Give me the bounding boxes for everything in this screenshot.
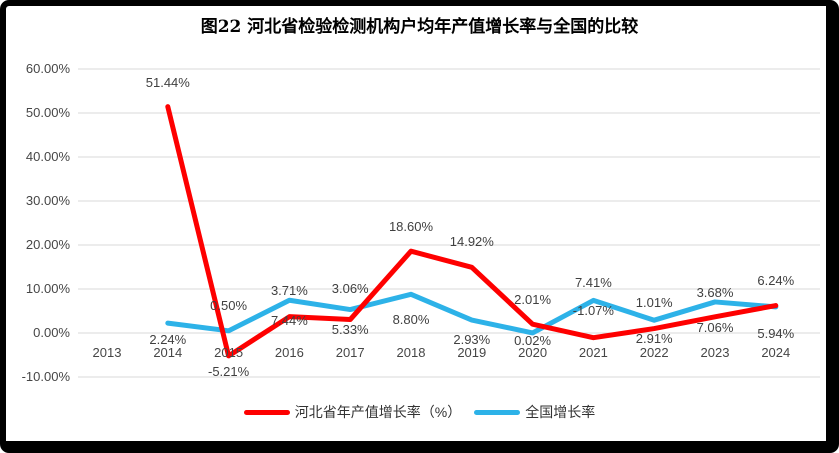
data-label-national: 7.44% (270, 313, 308, 329)
data-label-national: 5.33% (331, 321, 369, 337)
data-label-national: 7.06% (696, 319, 734, 335)
data-label-hebei: 18.60% (388, 219, 434, 235)
series-line-hebei (165, 104, 779, 359)
data-label-national: 7.41% (574, 275, 612, 291)
data-label-hebei: 2.01% (514, 292, 552, 308)
legend-label-national: 全国增长率 (525, 404, 596, 420)
x-axis-tick-label: 2013 (92, 345, 122, 360)
x-axis-tick-label: 2020 (518, 345, 548, 360)
y-axis-tick-label: 50.00% (25, 105, 70, 120)
data-label-national: 0.02% (514, 332, 552, 348)
x-axis-tick-label: 2024 (761, 345, 791, 360)
x-axis-tick-label: 2019 (457, 345, 487, 360)
y-axis-tick-label: 10.00% (25, 281, 70, 296)
x-axis-tick-label: 2015 (214, 345, 244, 360)
x-axis-tick-label: 2017 (335, 345, 365, 360)
y-axis-tick-label: -10.00% (21, 369, 70, 384)
legend-label-hebei: 河北省年产值增长率（%） (294, 404, 462, 420)
series-line-national (165, 291, 779, 336)
chart-title: 图22 河北省检验检测机构户均年产值增长率与全国的比较 (200, 17, 639, 37)
data-label-hebei: 1.01% (635, 294, 673, 310)
y-axis-tick-label: 20.00% (25, 237, 70, 252)
data-label-hebei: -5.21% (207, 363, 250, 379)
y-axis-tick-label: 0.00% (33, 325, 70, 340)
data-label-hebei: 3.06% (331, 280, 369, 296)
legend-line-swatch-national (474, 409, 521, 415)
data-label-hebei: -1.07% (572, 302, 614, 318)
data-label-national: 8.80% (392, 312, 430, 328)
data-label-national: 2.93% (453, 332, 491, 348)
y-axis-tick-label: 60.00% (25, 61, 70, 76)
x-axis-tick-label: 2016 (274, 345, 304, 360)
legend-item-national: 全国增长率 (474, 402, 595, 422)
x-axis-tick-label: 2021 (578, 345, 608, 360)
data-label-national: 0.50% (210, 297, 248, 313)
legend-item-hebei: 河北省年产值增长率（%） (243, 402, 462, 422)
x-axis-tick-label: 2018 (396, 345, 426, 360)
x-axis-tick-label: 2022 (639, 345, 669, 360)
y-axis-tick-label: 40.00% (25, 149, 70, 164)
data-label-national: 5.94% (757, 325, 795, 341)
legend-line-swatch-hebei (243, 409, 290, 415)
data-label-hebei: 51.44% (145, 74, 190, 90)
data-label-national: 2.24% (149, 332, 187, 348)
data-label-hebei: 14.92% (449, 234, 494, 250)
y-axis-tick-label: 30.00% (25, 193, 70, 208)
data-label-hebei: 3.71% (270, 282, 308, 298)
x-axis-tick-label: 2014 (153, 345, 183, 360)
x-axis-tick-label: 2023 (700, 345, 730, 360)
data-label-national: 2.91% (635, 331, 673, 347)
data-label-hebei: 3.68% (696, 284, 734, 300)
legend: 河北省年产值增长率（%） 全国增长率 (0, 402, 839, 422)
data-label-hebei: 6.24% (757, 272, 795, 288)
